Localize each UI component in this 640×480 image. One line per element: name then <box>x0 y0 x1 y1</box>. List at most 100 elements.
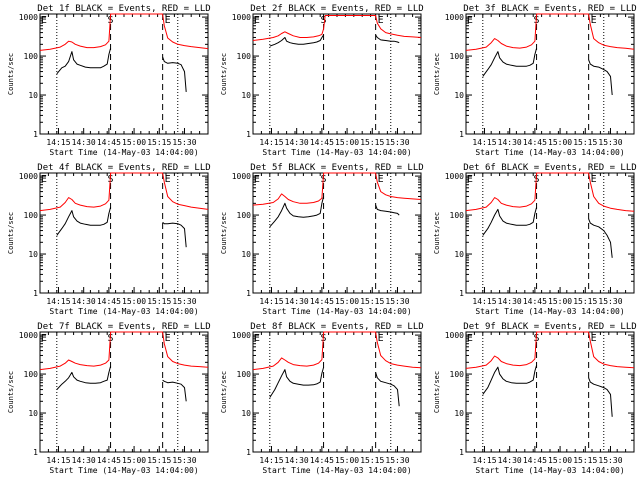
x-axis-label: Start Time (14-May-03 14:04:00) <box>49 466 198 475</box>
x-axis-label: Start Time (14-May-03 14:04:00) <box>49 148 198 157</box>
y-tick-label: 1000 <box>232 172 251 181</box>
y-tick-label: 100 <box>450 52 465 61</box>
x-tick-label: 15:00 <box>548 456 572 465</box>
x-tick-label: 15:15 <box>573 456 597 465</box>
y-tick-label: 1 <box>33 130 38 139</box>
events-series-line <box>375 372 400 407</box>
y-tick-label: 1 <box>33 448 38 457</box>
panel-title: Det 3f BLACK = Events, RED = LLD <box>463 4 636 14</box>
y-tick-label: 10 <box>241 250 251 259</box>
y-tick-label: 100 <box>450 370 465 379</box>
lld-series-line <box>465 331 635 369</box>
eclipse-marker-label: S <box>321 15 327 26</box>
eclipse-marker-label: E <box>41 174 47 185</box>
x-tick-label: 14:30 <box>498 456 522 465</box>
x-tick-label: 14:30 <box>72 297 96 306</box>
x-tick-label: 14:15 <box>46 138 70 147</box>
events-series-line <box>588 218 613 258</box>
events-series-line <box>269 196 325 228</box>
y-axis-label: Counts/sec <box>7 371 15 413</box>
x-tick-label: 15:15 <box>360 138 384 147</box>
y-tick-label: 10 <box>454 250 464 259</box>
x-tick-label: 14:15 <box>259 456 283 465</box>
y-tick-label: 1000 <box>19 172 38 181</box>
lld-series-line <box>252 331 422 371</box>
y-axis-label: Counts/sec <box>433 212 441 254</box>
x-tick-label: 15:00 <box>335 297 359 306</box>
lld-series-line <box>39 172 209 212</box>
x-tick-label: 14:15 <box>46 456 70 465</box>
y-axis-label: Counts/sec <box>220 53 228 95</box>
x-tick-label: 14:45 <box>97 138 121 147</box>
events-series-line <box>482 47 538 77</box>
lld-series-line <box>465 172 635 212</box>
x-axis-label: Start Time (14-May-03 14:04:00) <box>49 307 198 316</box>
y-tick-label: 1 <box>246 289 251 298</box>
x-tick-label: 15:30 <box>172 138 196 147</box>
lld-series-line <box>252 15 422 41</box>
x-tick-label: 14:30 <box>285 456 309 465</box>
x-tick-label: 14:45 <box>310 138 334 147</box>
eclipse-marker-label: E <box>378 333 384 344</box>
eclipse-marker-label: E <box>378 15 384 26</box>
y-axis-label: Counts/sec <box>220 212 228 254</box>
panel-title: Det 9f BLACK = Events, RED = LLD <box>463 322 636 332</box>
x-tick-label: 14:45 <box>310 297 334 306</box>
lld-series-line <box>39 13 209 51</box>
x-tick-label: 14:15 <box>472 138 496 147</box>
x-tick-label: 15:15 <box>360 297 384 306</box>
x-tick-label: 15:15 <box>573 297 597 306</box>
events-series-line <box>162 56 187 92</box>
y-tick-label: 10 <box>28 250 38 259</box>
plot-frame <box>39 172 209 294</box>
events-series-line <box>482 206 538 236</box>
y-tick-label: 1000 <box>445 13 464 22</box>
y-tick-label: 1 <box>459 130 464 139</box>
plot-frame <box>252 172 422 294</box>
y-tick-label: 100 <box>237 211 252 220</box>
y-tick-label: 10 <box>241 91 251 100</box>
y-tick-label: 1 <box>459 448 464 457</box>
y-axis-label: Counts/sec <box>7 53 15 95</box>
y-tick-label: 10 <box>241 409 251 418</box>
x-tick-label: 14:15 <box>46 297 70 306</box>
events-series-line <box>269 34 325 47</box>
y-tick-label: 1 <box>246 448 251 457</box>
y-tick-label: 1000 <box>445 331 464 340</box>
x-tick-label: 15:15 <box>147 297 171 306</box>
lld-series-line <box>465 13 635 51</box>
x-tick-label: 14:30 <box>498 297 522 306</box>
y-tick-label: 1000 <box>232 13 251 22</box>
eclipse-marker-label: E <box>254 174 260 185</box>
x-tick-label: 15:00 <box>335 138 359 147</box>
y-tick-label: 1 <box>246 130 251 139</box>
eclipse-marker-label: E <box>467 333 473 344</box>
x-tick-label: 14:45 <box>523 297 547 306</box>
x-tick-label: 15:15 <box>360 456 384 465</box>
x-tick-label: 14:30 <box>72 456 96 465</box>
x-axis-label: Start Time (14-May-03 14:04:00) <box>262 148 411 157</box>
x-tick-label: 14:45 <box>97 456 121 465</box>
events-series-line <box>588 59 613 96</box>
x-axis-label: Start Time (14-May-03 14:04:00) <box>475 307 624 316</box>
x-tick-label: 15:30 <box>598 297 622 306</box>
x-tick-label: 14:45 <box>310 456 334 465</box>
x-tick-label: 15:00 <box>548 297 572 306</box>
y-axis-label: Counts/sec <box>433 371 441 413</box>
x-tick-label: 14:30 <box>72 138 96 147</box>
x-axis-label: Start Time (14-May-03 14:04:00) <box>475 148 624 157</box>
x-tick-label: 14:15 <box>472 297 496 306</box>
events-series-line <box>588 377 613 417</box>
x-tick-label: 14:45 <box>523 138 547 147</box>
y-tick-label: 100 <box>24 52 39 61</box>
eclipse-marker-label: E <box>254 333 260 344</box>
events-series-line <box>269 367 325 398</box>
eclipse-marker-label: E <box>165 174 171 185</box>
